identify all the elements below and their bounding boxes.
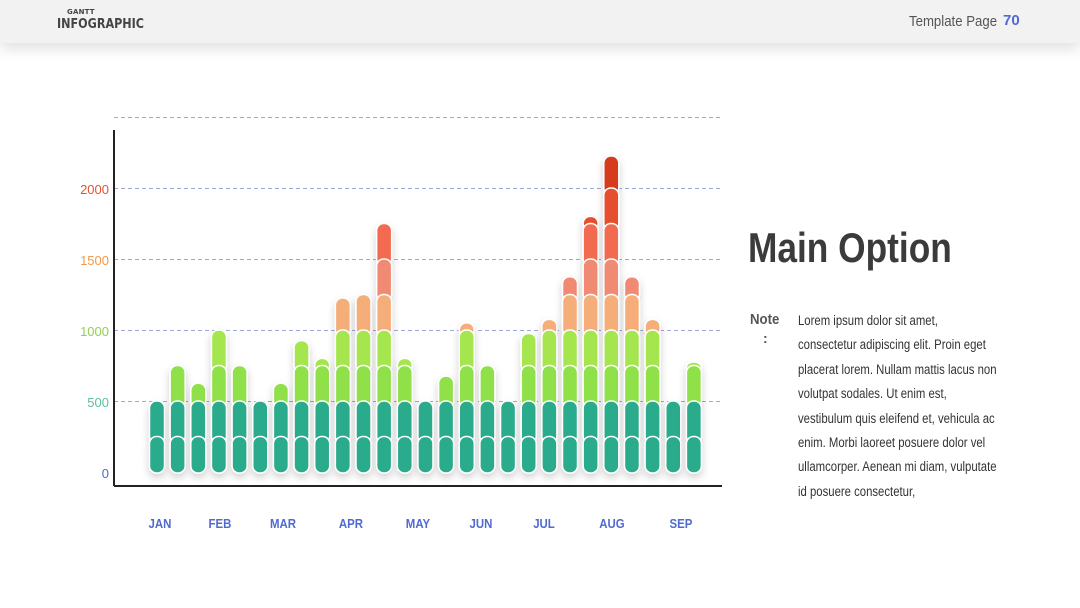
bar	[499, 400, 517, 474]
bar-segment	[148, 435, 166, 474]
brand-logo: GANTT INFOGRAPHIC	[57, 8, 158, 32]
month-label: JUL	[533, 516, 555, 531]
note-colon: :	[763, 330, 768, 346]
bar	[603, 155, 620, 474]
bar-segment	[582, 435, 599, 474]
month-label: JUN	[470, 516, 493, 531]
bar	[272, 382, 290, 474]
page-number: 70	[1003, 12, 1020, 29]
bar-segment	[169, 435, 186, 474]
bar	[334, 297, 352, 474]
main-title: Main Option	[748, 224, 952, 271]
month-label: MAR	[270, 516, 296, 531]
bar-segment	[190, 435, 207, 474]
month-label: APR	[339, 516, 363, 531]
bar-segment	[499, 435, 517, 474]
bar	[231, 364, 248, 474]
month-label: SEP	[670, 516, 693, 531]
brand-title: INFOGRAPHIC	[57, 17, 145, 32]
bar	[293, 339, 310, 474]
bar	[665, 400, 682, 474]
header-bar: GANTT INFOGRAPHIC Template Page 70	[0, 0, 1080, 43]
bar-segment	[375, 435, 393, 474]
bar-segment	[561, 435, 579, 474]
month-label: FEB	[209, 516, 232, 531]
bar-segment	[603, 435, 620, 474]
bar-segment	[272, 435, 290, 474]
bar	[623, 276, 641, 474]
bar-segment	[417, 435, 434, 474]
y-tick-label: 1000	[80, 324, 109, 339]
bar-segment	[210, 435, 228, 474]
bar-segment	[644, 435, 661, 474]
bar	[685, 361, 703, 474]
bar-segment	[541, 435, 558, 474]
bar	[148, 400, 166, 474]
bar-segment	[665, 435, 682, 474]
bar	[644, 318, 661, 474]
bar-segment	[458, 435, 475, 474]
bar	[252, 400, 269, 474]
bar	[458, 322, 475, 474]
bar	[417, 400, 434, 474]
bar-segment	[252, 435, 269, 474]
month-label: MAY	[406, 516, 430, 531]
bar-segment	[520, 435, 537, 474]
bar	[437, 375, 455, 474]
month-label: AUG	[599, 516, 624, 531]
brand-small-text: GANTT	[67, 8, 95, 16]
bar	[561, 276, 579, 474]
bar-segment	[334, 435, 352, 474]
bar-segment	[437, 435, 455, 474]
y-tick-label: 1500	[80, 253, 109, 268]
bar	[375, 222, 393, 474]
template-page-label: Template Page	[909, 13, 998, 30]
bar	[355, 293, 372, 474]
bar-segment	[293, 435, 310, 474]
bar	[582, 215, 599, 474]
bar-segment	[479, 435, 496, 474]
bar	[190, 382, 207, 474]
bar-segment	[396, 435, 414, 474]
bar	[541, 318, 558, 474]
bar	[313, 357, 331, 474]
bar-segment	[355, 435, 372, 474]
bar-segment	[313, 435, 331, 474]
month-label: JAN	[149, 516, 172, 531]
note-text: Lorem ipsum dolor sit amet, consectetur …	[798, 313, 997, 499]
note-label: Note	[750, 311, 780, 328]
bar-segment	[685, 435, 703, 474]
bar-segment	[231, 435, 248, 474]
bar	[396, 357, 414, 474]
bar	[169, 364, 186, 474]
bar	[210, 329, 228, 474]
y-tick-label: 0	[102, 466, 109, 481]
y-tick-label: 2000	[80, 182, 109, 197]
bar	[520, 332, 537, 474]
y-tick-label: 500	[87, 395, 109, 410]
bar-segment	[623, 435, 641, 474]
bar	[479, 364, 496, 474]
